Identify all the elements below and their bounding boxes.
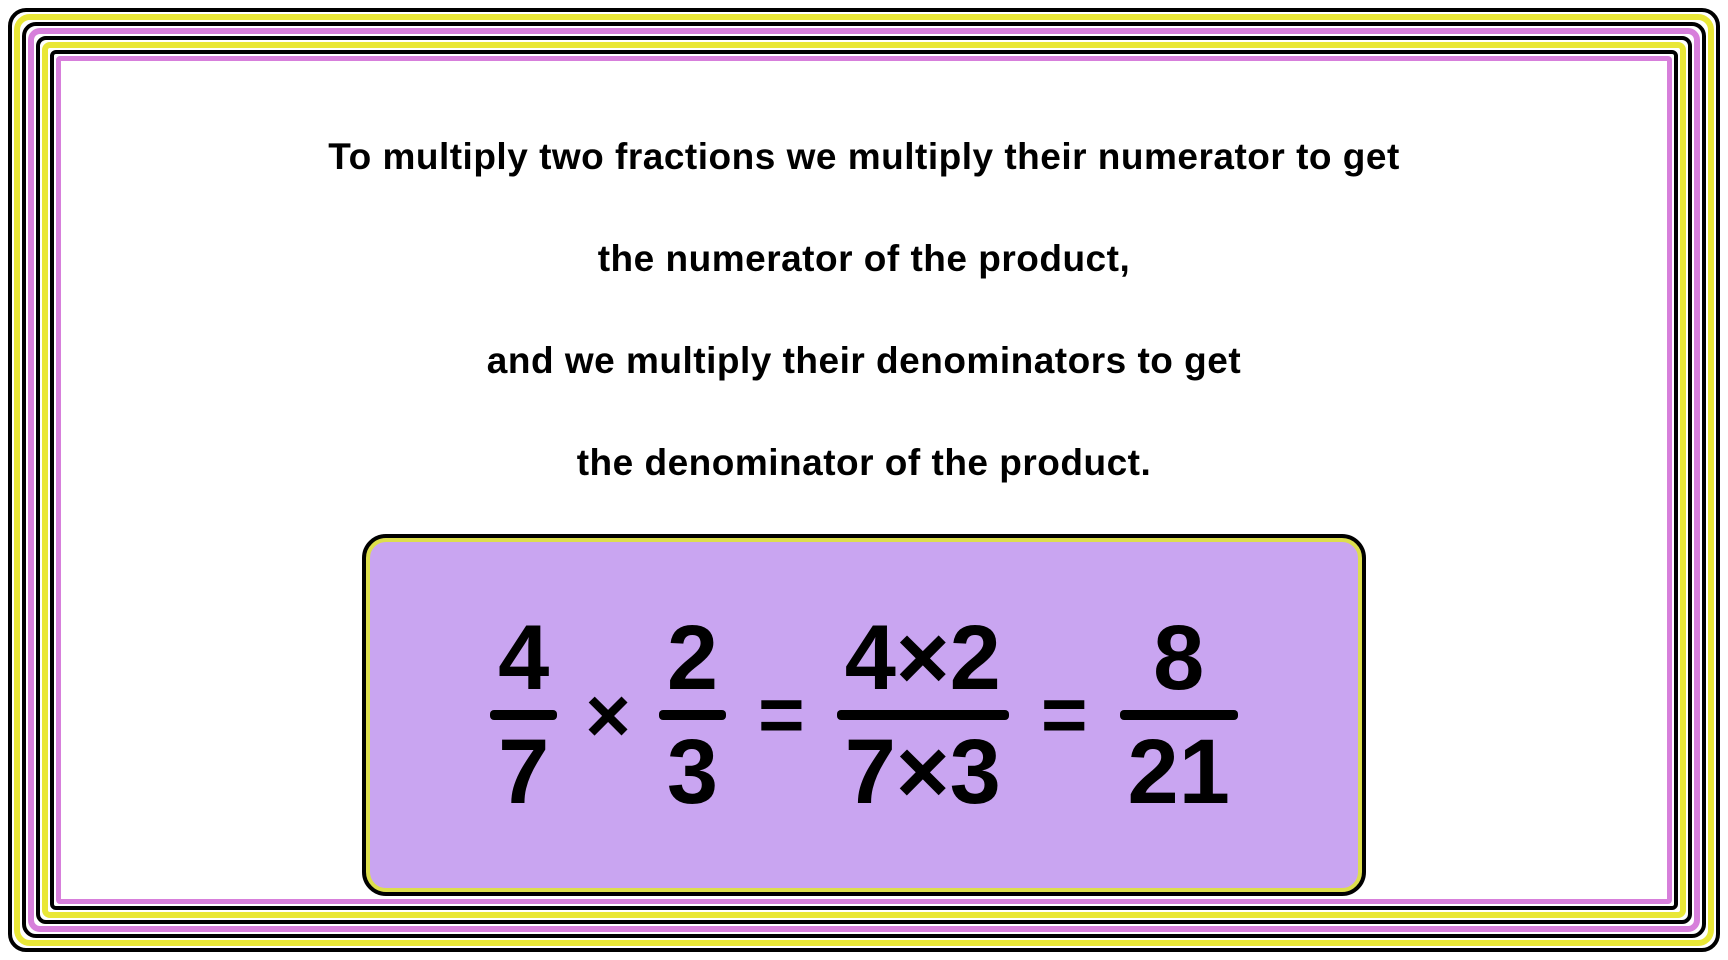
fraction-1-denominator: 7 xyxy=(490,726,557,818)
fraction-2: 2 3 xyxy=(659,612,726,818)
fraction-4-bar xyxy=(1120,710,1238,720)
instruction-line-4: the denominator of the product. xyxy=(577,442,1152,483)
fraction-4-denominator: 21 xyxy=(1120,726,1238,818)
fraction-2-denominator: 3 xyxy=(659,726,726,818)
times-operator-1: × xyxy=(579,670,637,761)
instruction-line-3: and we multiply their denominators to ge… xyxy=(487,340,1241,381)
fraction-3-denominator: 7×3 xyxy=(837,726,1009,818)
fraction-2-numerator: 2 xyxy=(659,612,726,704)
fraction-2-bar xyxy=(659,710,726,720)
slide-frame: To multiply two fractions we multiply th… xyxy=(0,0,1728,960)
fraction-3-bar xyxy=(837,710,1009,720)
fraction-1: 4 7 xyxy=(490,612,557,818)
fraction-3: 4×2 7×3 xyxy=(837,612,1009,818)
instruction-line-1: To multiply two fractions we multiply th… xyxy=(328,136,1400,177)
fraction-1-bar xyxy=(490,710,557,720)
equals-operator-1: = xyxy=(748,669,815,761)
fraction-4-numerator: 8 xyxy=(1145,612,1212,704)
fraction-4: 8 21 xyxy=(1120,612,1238,818)
equation-row: 4 7 × 2 3 = 4×2 7×3 = 8 xyxy=(490,612,1238,818)
fraction-1-numerator: 4 xyxy=(490,612,557,704)
equals-operator-2: = xyxy=(1031,669,1098,761)
instruction-line-2: the numerator of the product, xyxy=(598,238,1131,279)
fraction-3-numerator: 4×2 xyxy=(837,612,1009,704)
equation-box: 4 7 × 2 3 = 4×2 7×3 = 8 xyxy=(364,536,1364,894)
slide-content: To multiply two fractions we multiply th… xyxy=(66,66,1662,894)
instruction-text: To multiply two fractions we multiply th… xyxy=(328,80,1400,488)
